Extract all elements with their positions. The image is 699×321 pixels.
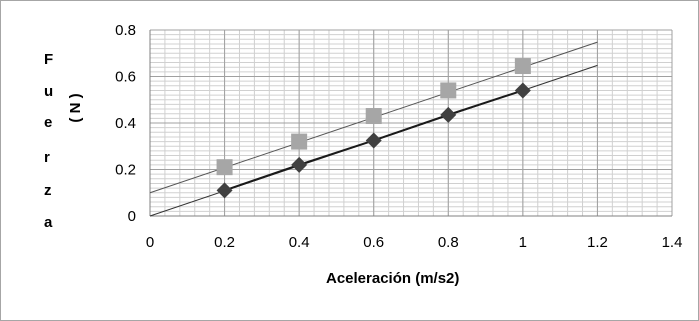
data-point-square: [291, 133, 308, 150]
x-tick-label: 0: [146, 234, 154, 251]
data-point-diamond: [514, 82, 531, 99]
data-point-square: [514, 58, 531, 75]
y-tick-label: 0.8: [115, 22, 136, 39]
data-point-square: [216, 159, 233, 176]
y-axis-label-letter: e: [44, 114, 53, 131]
data-point-square: [365, 108, 382, 125]
x-tick-label: 0.6: [363, 234, 384, 251]
x-tick-label: 1.4: [662, 234, 683, 251]
y-axis-unit-label: ( N ): [67, 93, 84, 123]
y-axis-label-letter: r: [44, 149, 50, 166]
y-axis-label-letter: F: [44, 51, 54, 68]
y-tick-label: 0.2: [115, 162, 136, 179]
x-tick-label: 1.2: [587, 234, 608, 251]
data-point-diamond: [365, 132, 382, 149]
x-tick-label: 0.8: [438, 234, 459, 251]
data-point-diamond: [291, 156, 308, 173]
x-axis-label: Aceleración (m/s2): [326, 270, 460, 287]
x-tick-label: 0.4: [289, 234, 310, 251]
data-point-square: [440, 82, 457, 99]
y-tick-label: 0: [128, 208, 136, 225]
y-axis-label-letter: z: [44, 182, 52, 199]
data-point-diamond: [216, 182, 233, 199]
x-tick-label: 1: [519, 234, 527, 251]
y-tick-label: 0.6: [115, 69, 136, 86]
y-axis-label-letter: a: [44, 214, 53, 231]
x-tick-label: 0.2: [214, 234, 235, 251]
y-tick-label: 0.4: [115, 115, 136, 132]
y-axis-label-letter: u: [44, 83, 54, 100]
data-point-diamond: [440, 106, 457, 123]
